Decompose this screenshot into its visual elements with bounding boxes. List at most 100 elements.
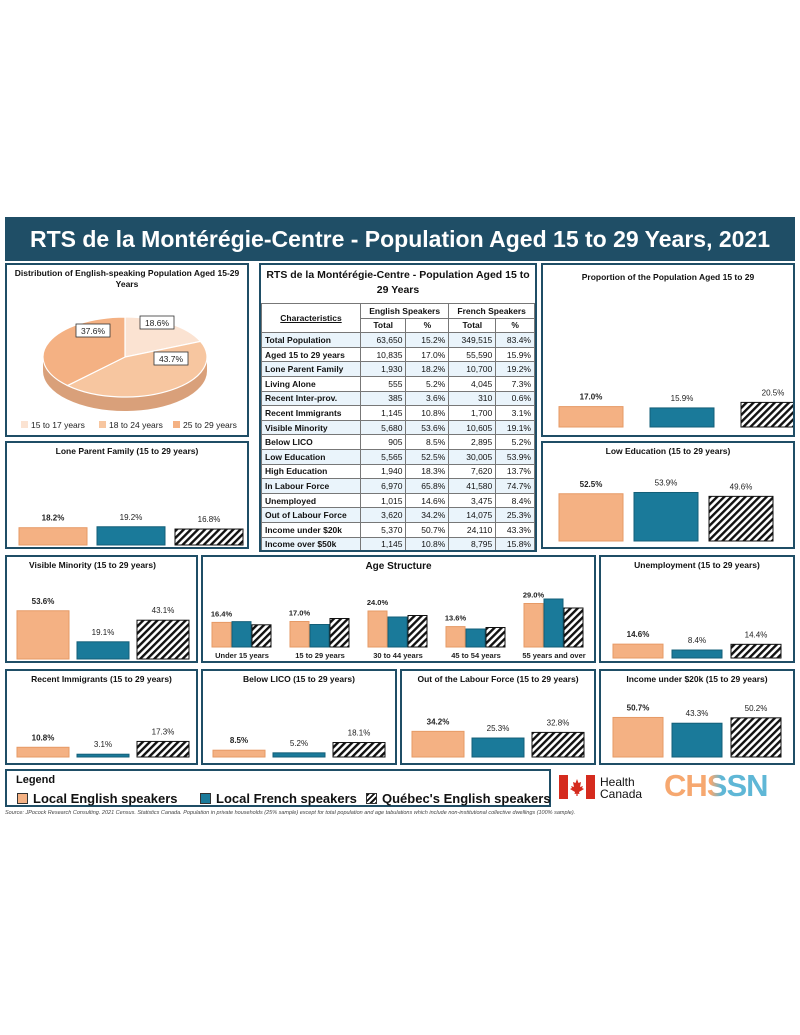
cell-fr-total: 14,075: [448, 507, 497, 523]
pie-legend-swatch: [173, 421, 180, 428]
pie-label-box: [75, 323, 111, 338]
table-row: Aged 15 to 29 years 10,835 17.0% 55,590 15.9…: [261, 346, 535, 363]
bar: [411, 730, 465, 758]
cell-en-total: 1,145: [359, 405, 407, 421]
data-label: 53.9%: [655, 478, 678, 487]
age-structure-chart: 16.4% Under 15 years 17.0% 15 to 29 years 24…: [211, 591, 586, 661]
cell-label: Low Education: [261, 448, 361, 465]
table-row: Visible Minority 5,680 53.6% 10,605 19.1%: [261, 419, 535, 436]
cell-label: Income over $50k: [261, 536, 361, 550]
cell-en-total: 3,620: [359, 507, 407, 523]
data-label: 10.8%: [32, 733, 55, 742]
cell-fr-pct: 15.8%: [495, 536, 535, 550]
bar: [671, 649, 723, 659]
cell-en-total: 5,370: [359, 521, 407, 538]
tick-label: 55 years and over: [522, 651, 585, 660]
cell-label: Aged 15 to 29 years: [261, 346, 361, 363]
bar: [76, 641, 130, 660]
data-label: 49.6%: [730, 482, 753, 491]
health-canada-line1: Health: [600, 775, 635, 789]
cell-en-total: 1,930: [359, 361, 407, 377]
bar: [76, 753, 130, 758]
legend-label-quebec: Québec's English speakers: [382, 791, 551, 806]
bar: [332, 742, 386, 758]
data-table: Characteristics English Speakers French …: [261, 302, 535, 550]
bar: [174, 528, 244, 546]
pie-legend-swatch: [99, 421, 106, 428]
tick-label: 15 to 29 years: [295, 651, 345, 660]
cell-fr-total: 7,620: [448, 463, 497, 480]
cell-fr-total: 1,700: [448, 405, 497, 421]
bar: [96, 526, 166, 546]
data-label: 24.0%: [367, 598, 389, 607]
bar: [309, 624, 330, 648]
cell-fr-total: 10,605: [448, 419, 497, 436]
below-lico-title: Below LICO (15 to 29 years): [243, 674, 355, 684]
pie-label: 43.7%: [159, 354, 184, 364]
bar: [471, 737, 525, 758]
tick-label: Under 15 years: [215, 651, 269, 660]
cell-en-pct: 17.0%: [405, 346, 450, 363]
bar: [531, 731, 585, 758]
bar: [649, 407, 715, 428]
data-label: 19.1%: [92, 628, 115, 637]
data-label: 18.2%: [42, 514, 65, 523]
unemployment-title: Unemployment (15 to 29 years): [634, 560, 760, 570]
data-label: 20.5%: [762, 388, 785, 397]
data-label: 16.8%: [198, 515, 221, 524]
data-label: 18.1%: [348, 729, 371, 738]
cell-en-pct: 53.6%: [405, 419, 450, 436]
health-canada-line2: Canada: [600, 787, 643, 801]
source-note: Source: JPocock Research Consulting. 202…: [5, 810, 576, 816]
cell-label: Recent Inter-prov.: [261, 390, 361, 407]
cell-fr-total: 24,110: [448, 521, 497, 538]
data-label: 29.0%: [523, 591, 545, 600]
table-row: Low Education 5,565 52.5% 30,005 53.9%: [261, 448, 535, 465]
bar: [558, 493, 624, 542]
bar: [485, 627, 506, 648]
data-label: 13.6%: [445, 614, 467, 623]
chssn-logo-text: CHSSN: [664, 768, 769, 803]
below-lico-panel: Below LICO (15 to 29 years) 8.5% 5.2% 18.1…: [201, 669, 397, 765]
data-label: 3.1%: [94, 740, 112, 749]
col-en-pct: %: [405, 317, 450, 334]
data-label: 14.4%: [745, 630, 768, 639]
bar: [543, 598, 564, 648]
visible-minority-chart: 53.6% 19.1% 43.1%: [16, 597, 190, 660]
data-label: 50.2%: [745, 704, 768, 713]
cell-fr-pct: 8.4%: [495, 492, 535, 509]
cell-en-total: 1,145: [359, 536, 407, 550]
low-education-title: Low Education (15 to 29 years): [605, 446, 731, 456]
cell-en-pct: 10.8%: [405, 405, 450, 421]
cell-fr-pct: 19.2%: [495, 361, 535, 377]
cell-fr-pct: 53.9%: [495, 448, 535, 465]
tick-label: 30 to 44 years: [373, 651, 423, 660]
pie-chart: 18.6% 43.7% 37.6% 15 to 17 years 18 to 24 ye…: [21, 315, 237, 430]
bar: [465, 628, 486, 648]
legend-item-french: Local French speakers: [200, 791, 357, 806]
bar: [730, 717, 782, 758]
cell-label: In Labour Force: [261, 478, 361, 494]
legend-label-english: Local English speakers: [33, 791, 178, 806]
pie-title: Distribution of English-speaking Populat…: [14, 268, 240, 289]
cell-en-pct: 10.8%: [405, 536, 450, 550]
bar: [387, 616, 408, 648]
col-french: French Speakers: [448, 303, 535, 319]
data-label: 53.6%: [32, 597, 55, 606]
cell-en-pct: 3.6%: [405, 390, 450, 407]
age-structure-title: Age Structure: [365, 561, 432, 572]
bar: [612, 716, 664, 758]
cell-en-pct: 18.3%: [405, 463, 450, 480]
income-20k-panel: Income under $20k (15 to 29 years) 50.7%…: [599, 669, 795, 765]
chssn-logo: CHSSN: [664, 768, 769, 804]
data-label: 8.4%: [688, 636, 706, 645]
col-characteristics: Characteristics: [261, 302, 361, 334]
cell-fr-total: 310: [448, 390, 497, 407]
data-label: 17.3%: [152, 727, 175, 736]
income-20k-chart: 50.7% 43.3% 50.2%: [612, 703, 782, 758]
table-row: Below LICO 905 8.5% 2,895 5.2%: [261, 434, 535, 450]
cell-fr-total: 10,700: [448, 361, 497, 377]
pie-panel: Distribution of English-speaking Populat…: [5, 263, 249, 437]
cell-en-total: 5,565: [359, 448, 407, 465]
lone-parent-panel: Lone Parent Family (15 to 29 years) 18.2…: [5, 441, 249, 549]
